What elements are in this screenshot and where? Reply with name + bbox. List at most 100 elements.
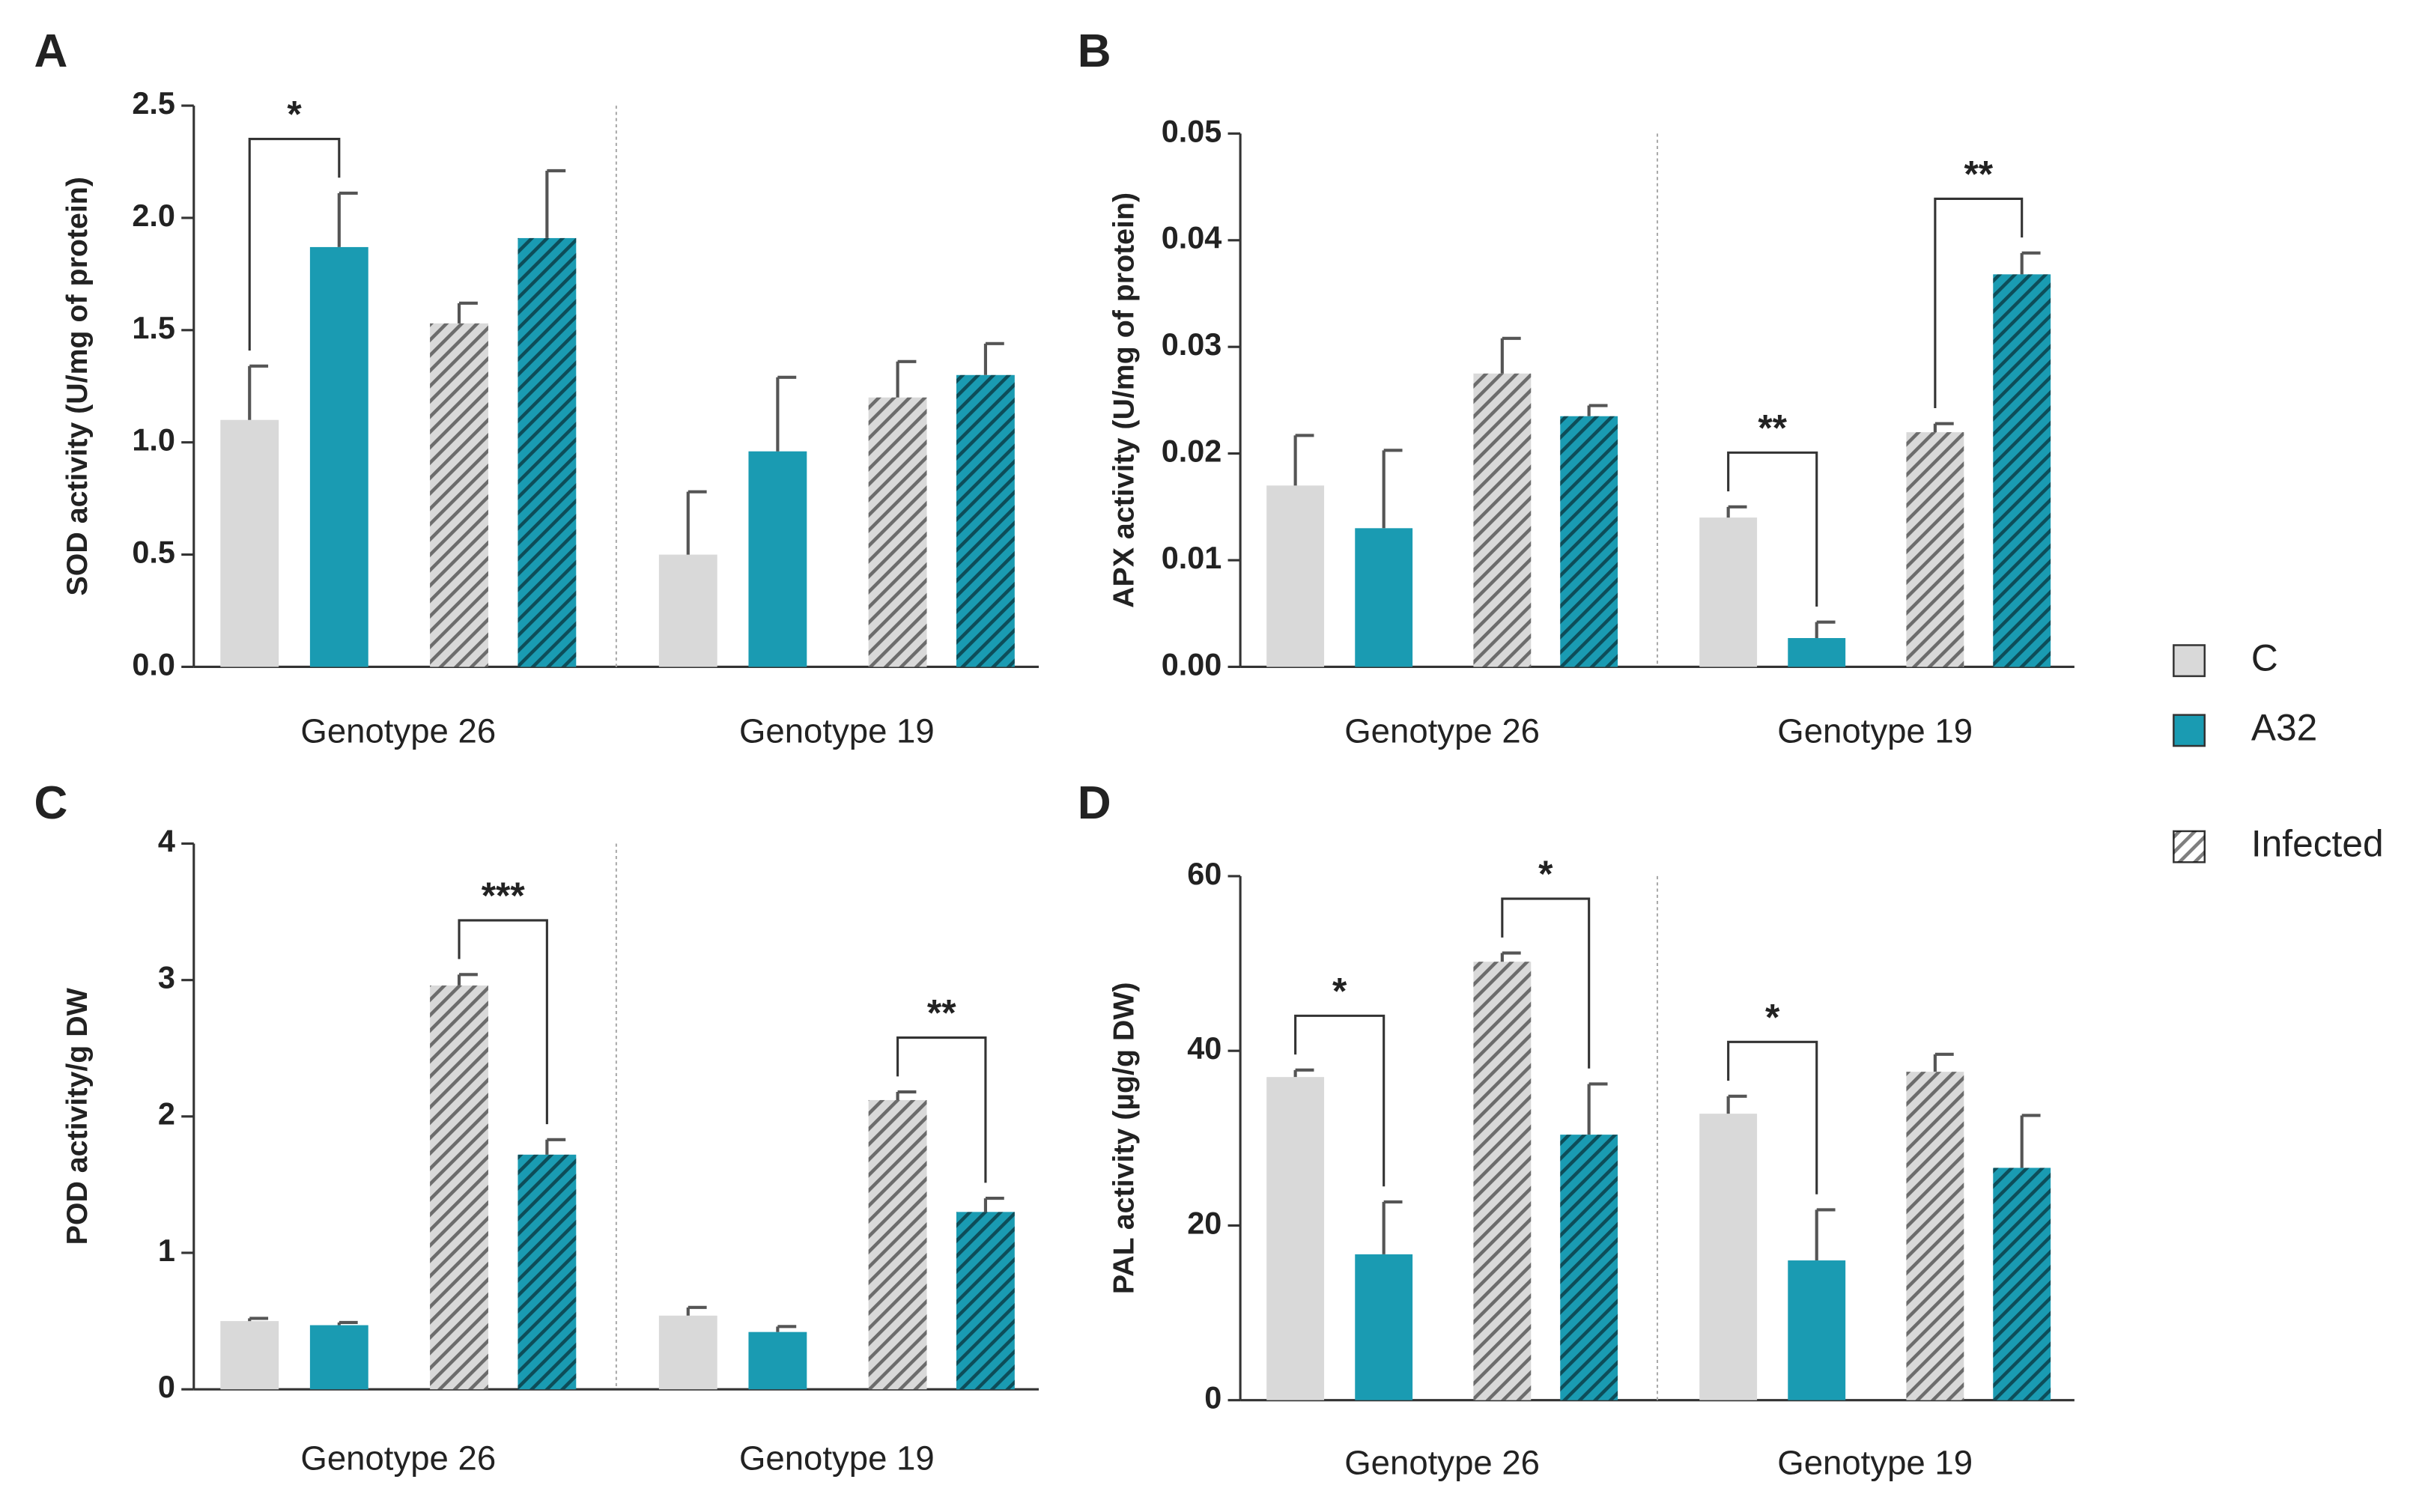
error-bar [686,1305,707,1316]
significance-bracket [1727,1040,1818,1194]
y-tick-label: 3 [158,961,175,995]
bar [220,419,279,667]
significance-label: ** [1758,407,1787,449]
panel-label: D [1078,777,1111,829]
x-tick-label: Genotype 19 [1777,712,1973,750]
bar-hatch [1560,416,1618,667]
error-bar [248,364,269,420]
y-axis-title: PAL activity (µg/g DW) [1107,982,1140,1294]
error-bar [1726,1094,1747,1114]
bar-hatch [1906,1072,1964,1400]
bar-hatch [518,237,577,667]
y-tick-label: 0.04 [1162,221,1222,255]
y-tick-label: 40 [1187,1031,1221,1066]
legend-hatch [2173,831,2205,863]
bar-hatch [1473,962,1532,1400]
error-bar [1815,620,1836,639]
error-bar [776,1325,797,1332]
y-tick-label: 1 [158,1233,175,1268]
legend-label: Infected [2251,823,2384,865]
y-tick-label: 4 [158,824,175,858]
y-tick-label: 60 [1187,857,1221,891]
error-bar [457,973,478,986]
bar [1699,1114,1758,1400]
error-bar [337,1320,358,1326]
x-tick-label: Genotype 26 [300,712,496,750]
error-bar [2020,251,2041,275]
significance-bracket [1501,897,1591,1069]
bar [658,1315,717,1390]
bar-hatch [1560,1135,1618,1400]
bar-hatch [868,1099,927,1390]
bar [309,246,368,667]
bar [1699,517,1758,667]
significance-bracket [1727,451,1818,607]
bar [309,1325,368,1390]
error-bar [457,301,478,324]
y-tick-label: 2.5 [132,86,175,121]
bar-hatch [1993,1168,2051,1400]
y-tick-label: 20 [1187,1206,1221,1240]
bar-hatch [1993,274,2051,667]
bar-hatch [1906,432,1964,667]
bar [1355,528,1413,667]
error-bar [983,1197,1004,1212]
y-tick-label: 0.03 [1162,327,1222,362]
y-tick-label: 1.5 [132,311,175,345]
x-tick-label: Genotype 26 [1344,1444,1540,1482]
bar-hatch [518,1154,577,1390]
significance-label: ** [927,992,956,1034]
bar [220,1321,279,1390]
error-bar [1726,505,1747,518]
legend-label: A32 [2251,706,2317,748]
error-bar [2020,1114,2041,1168]
significance-bracket [1294,1014,1386,1187]
bar-hatch [1473,373,1532,667]
x-tick-label: Genotype 19 [1777,1444,1973,1482]
y-tick-label: 0.02 [1162,434,1222,469]
significance-bracket [248,137,341,351]
bar-hatch [956,374,1015,667]
significance-label: * [1332,971,1347,1012]
bar [1355,1254,1413,1400]
error-bar [1933,1052,1954,1072]
error-bar [1293,1068,1314,1078]
error-bar [1587,404,1608,416]
bar [748,451,807,667]
bar [1266,485,1325,667]
bar [1266,1077,1325,1400]
error-bar [337,191,358,247]
significance-bracket [1934,197,2024,409]
y-tick-label: 0.01 [1162,541,1222,575]
error-bar [1933,422,1954,433]
significance-label: * [1538,853,1553,895]
legend-label: C [2251,637,2278,678]
y-tick-label: 1.0 [132,423,175,458]
bar-hatch [868,397,927,667]
significance-bracket [896,1036,987,1183]
error-bar [1500,336,1521,374]
bar-hatch [430,985,488,1390]
error-bar [1500,951,1521,962]
error-bar [776,375,797,452]
y-tick-label: 0.5 [132,535,175,570]
error-bar [1587,1082,1608,1135]
error-bar [983,341,1004,375]
y-tick-label: 2.0 [132,198,175,233]
significance-label: * [287,94,302,136]
x-tick-label: Genotype 26 [300,1439,496,1477]
error-bar [896,359,917,398]
y-tick-label: 2 [158,1097,175,1132]
significance-label: ** [1964,154,1993,195]
legend-swatch [2173,714,2206,747]
bar [748,1332,807,1390]
significance-label: * [1765,997,1780,1039]
y-tick-label: 0.00 [1162,647,1222,681]
bar [1788,638,1846,667]
bar [658,554,717,667]
y-tick-label: 0 [158,1370,175,1404]
y-axis-title: APX activity (U/mg of protein) [1107,192,1140,608]
bar-hatch [430,323,488,667]
